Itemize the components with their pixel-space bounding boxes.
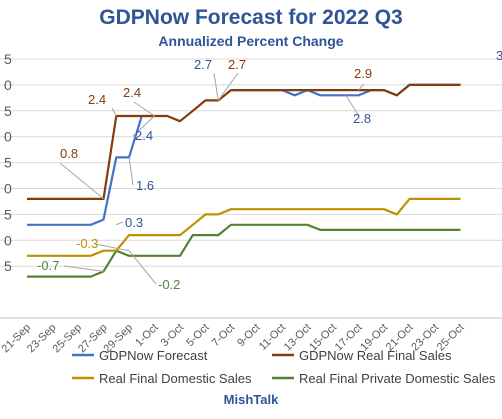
data-label: 0.8 <box>60 146 78 161</box>
data-label: 2.4 <box>123 85 141 100</box>
data-label: -0.7 <box>37 258 59 273</box>
annotation-leader-line <box>345 94 360 117</box>
y-tick-label: 5 <box>4 206 12 222</box>
data-label: 2.4 <box>135 128 153 143</box>
y-tick-label: 5 <box>4 51 12 67</box>
annotation-leader-line <box>132 115 155 137</box>
y-tick-label: 5 <box>4 155 12 171</box>
x-tick-label: 7-Oct <box>210 322 238 350</box>
data-label: 2.7 <box>228 57 246 72</box>
series-line-gdpnow <box>27 114 155 226</box>
annotation-leader-line <box>217 72 239 101</box>
data-label: 3 <box>496 48 502 63</box>
data-label: -0.2 <box>158 277 180 292</box>
x-tick-label: 3-Oct <box>159 322 187 350</box>
annotation-leader-line <box>63 265 104 272</box>
annotation-leader-line <box>358 83 365 91</box>
data-label: -0.3 <box>76 236 98 251</box>
x-tick-label: 11-Oct <box>257 322 288 353</box>
series-line-real-final-sales <box>27 83 461 200</box>
annotation-leader-line <box>213 72 219 101</box>
chart-footer: MishTalk <box>223 392 279 407</box>
series-line-private-domestic <box>27 223 461 278</box>
legend-label: GDPNow Real Final Sales <box>299 348 452 363</box>
y-tick-label: 5 <box>4 258 12 274</box>
annotation-leader-line <box>133 101 155 117</box>
data-label: 2.7 <box>194 57 212 72</box>
data-label: 2.9 <box>354 66 372 81</box>
data-label: 2.4 <box>88 92 106 107</box>
y-tick-label: 0 <box>4 77 12 93</box>
data-label: 0.3 <box>125 215 143 230</box>
x-tick-label: 5-Oct <box>184 322 212 350</box>
chart-subtitle: Annualized Percent Change <box>158 33 344 49</box>
legend-label: Real Final Private Domestic Sales <box>299 371 496 386</box>
annotation-leader-line <box>128 250 157 285</box>
data-label: 1.6 <box>136 178 154 193</box>
annotation-leader-line <box>128 157 134 186</box>
y-tick-label: 5 <box>4 103 12 119</box>
x-tick-label: 1-Oct <box>133 322 161 350</box>
series-line-final-domestic <box>27 197 461 257</box>
annotation-leader-line <box>111 107 117 117</box>
annotation-leader-line <box>116 221 124 226</box>
y-tick-label: 0 <box>4 181 12 197</box>
y-tick-label: 0 <box>4 232 12 248</box>
annotation-leader-line <box>59 162 104 200</box>
chart-title: GDPNow Forecast for 2022 Q3 <box>99 6 403 29</box>
annotation-leader-line <box>94 243 130 252</box>
legend-label: GDPNow Forecast <box>99 348 208 363</box>
y-tick-label: 0 <box>4 129 12 145</box>
legend-label: Real Final Domestic Sales <box>99 371 252 386</box>
data-label: 2.8 <box>353 111 371 126</box>
